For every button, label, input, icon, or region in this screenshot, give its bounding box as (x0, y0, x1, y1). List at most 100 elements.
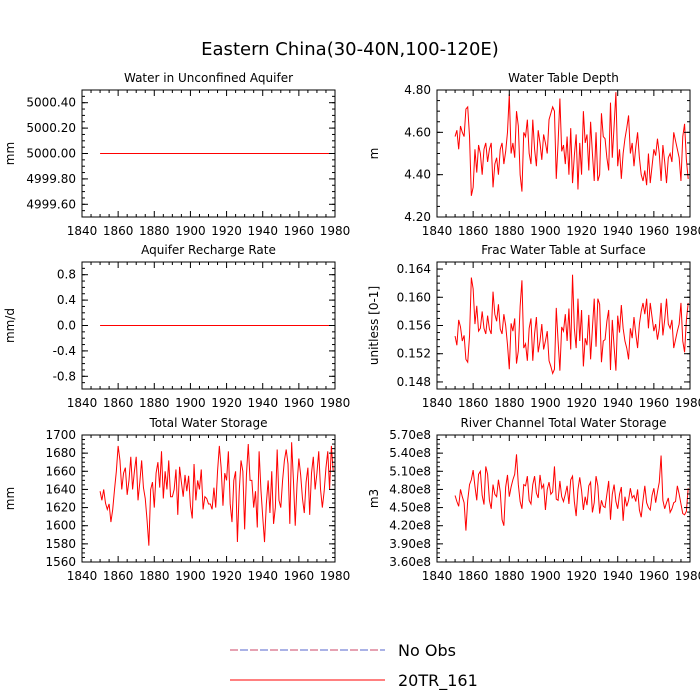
y-tick-label: 4999.80 (26, 172, 76, 186)
y-tick-label: 1620 (45, 501, 76, 515)
chart-panel-frac-water-table-at-surface: Frac Water Table at Surface unitless [0-1… (367, 243, 700, 410)
y-tick-label: 1640 (45, 482, 76, 496)
x-tick-label: 1940 (602, 224, 633, 238)
y-tick-label: 0.152 (397, 347, 431, 361)
x-tick-label: 1940 (247, 396, 278, 410)
x-tick-label: 1920 (566, 396, 597, 410)
x-tick-label: 1860 (103, 224, 134, 238)
y-axis-label: mm (3, 142, 17, 165)
y-axis-label: m3 (367, 489, 381, 508)
chart-title: Aquifer Recharge Rate (141, 243, 276, 257)
x-tick-label: 1900 (530, 569, 561, 583)
y-tick-label: 4.20e8 (389, 519, 431, 533)
figure-title: Eastern China(30-40N,100-120E) (201, 39, 499, 60)
y-tick-label: 0.156 (397, 319, 431, 333)
x-tick-label: 1880 (139, 396, 170, 410)
y-tick-label: 4.20 (404, 210, 431, 224)
x-tick-label: 1980 (320, 224, 351, 238)
chart-title: Total Water Storage (148, 416, 267, 430)
x-tick-label: 1980 (320, 569, 351, 583)
x-tick-label: 1920 (211, 396, 242, 410)
x-tick-label: 1880 (494, 569, 525, 583)
x-tick-label: 1900 (175, 569, 206, 583)
x-tick-label: 1900 (175, 224, 206, 238)
y-axis-label: m (367, 148, 381, 160)
x-tick-label: 1840 (67, 396, 98, 410)
series-line-20tr-161 (454, 92, 689, 196)
x-tick-label: 1880 (139, 224, 170, 238)
y-tick-label: 0.148 (397, 375, 431, 389)
x-tick-label: 1840 (422, 569, 453, 583)
y-tick-label: 0.164 (397, 262, 431, 276)
x-tick-label: 1920 (211, 569, 242, 583)
x-tick-label: 1960 (639, 569, 670, 583)
x-tick-label: 1920 (566, 569, 597, 583)
x-tick-label: 1860 (458, 224, 489, 238)
panels: Water in Unconfined Aquifer mm 1840 1860 188… (3, 71, 700, 583)
x-tick-label: 1880 (494, 224, 525, 238)
y-tick-label: 4999.60 (26, 197, 76, 211)
x-tick-label: 1920 (566, 224, 597, 238)
x-tick-label: 1840 (67, 569, 98, 583)
x-tick-label: 1960 (639, 224, 670, 238)
x-tick-label: 1960 (639, 396, 670, 410)
chart-panel-total-water-storage: Total Water Storage mm 1840 1860 1880 1900 192… (3, 416, 350, 583)
legend-entry-20tr-161: 20TR_161 (230, 671, 478, 691)
legend-entry-no-obs: No Obs (230, 641, 456, 660)
y-tick-label: 4.50e8 (389, 501, 431, 515)
chart-title: Water in Unconfined Aquifer (124, 71, 293, 85)
chart-panel-water-in-unconfined-aquifer: Water in Unconfined Aquifer mm 1840 1860 188… (3, 71, 350, 238)
x-tick-label: 1840 (422, 396, 453, 410)
x-tick-label: 1960 (284, 569, 315, 583)
x-tick-label: 1980 (675, 224, 700, 238)
y-tick-label: 1680 (45, 446, 76, 460)
y-tick-label: 0.160 (397, 290, 431, 304)
x-tick-label: 1860 (103, 396, 134, 410)
chart-panel-aquifer-recharge-rate: Aquifer Recharge Rate mm/d 1840 1860 1880 190… (3, 243, 350, 410)
x-tick-label: 1980 (675, 569, 700, 583)
y-tick-label: 1600 (45, 519, 76, 533)
y-tick-label: 1660 (45, 464, 76, 478)
y-tick-label: 4.60 (404, 125, 431, 139)
x-tick-label: 1940 (602, 569, 633, 583)
chart-panel-river-channel-total-water-storage: River Channel Total Water Storage m3 1840 1… (367, 416, 700, 583)
y-tick-label: 5000.40 (26, 96, 76, 110)
chart-panel-water-table-depth: Water Table Depth m 1840 1860 1880 1900 1920 19… (367, 71, 700, 238)
x-tick-label: 1940 (602, 396, 633, 410)
series-line-20tr-161 (99, 442, 334, 546)
x-tick-label: 1860 (103, 569, 134, 583)
x-tick-label: 1980 (320, 396, 351, 410)
y-tick-label: 4.40 (404, 168, 431, 182)
y-tick-label: 0.0 (57, 319, 76, 333)
y-tick-label: 3.60e8 (389, 555, 431, 569)
y-tick-label: 0.8 (57, 268, 76, 282)
chart-title: Frac Water Table at Surface (481, 243, 645, 257)
y-tick-label: -0.4 (53, 344, 76, 358)
x-tick-label: 1920 (211, 224, 242, 238)
y-tick-label: 5.70e8 (389, 428, 431, 442)
legend-label-20tr-161: 20TR_161 (398, 671, 478, 691)
x-tick-label: 1880 (139, 569, 170, 583)
y-tick-label: 5.10e8 (389, 464, 431, 478)
y-tick-label: 4.80 (404, 83, 431, 97)
chart-title: River Channel Total Water Storage (460, 416, 666, 430)
y-axis-label: mm/d (3, 308, 17, 343)
x-tick-label: 1900 (530, 224, 561, 238)
x-tick-label: 1900 (530, 396, 561, 410)
plot-frame (436, 261, 691, 390)
legend: No Obs 20TR_161 (230, 641, 478, 691)
y-tick-label: 1700 (45, 428, 76, 442)
y-axis-label: unitless [0-1] (367, 286, 381, 365)
y-tick-label: 1560 (45, 555, 76, 569)
chart-title: Water Table Depth (508, 71, 619, 85)
y-tick-label: 5000.20 (26, 121, 76, 135)
x-tick-label: 1880 (494, 396, 525, 410)
x-tick-label: 1840 (422, 224, 453, 238)
x-tick-label: 1860 (458, 569, 489, 583)
y-tick-label: 3.90e8 (389, 537, 431, 551)
y-tick-label: 5000.00 (26, 147, 76, 161)
y-tick-label: -0.8 (53, 369, 76, 383)
legend-label-no-obs: No Obs (398, 641, 456, 660)
x-tick-label: 1940 (247, 224, 278, 238)
x-tick-label: 1900 (175, 396, 206, 410)
